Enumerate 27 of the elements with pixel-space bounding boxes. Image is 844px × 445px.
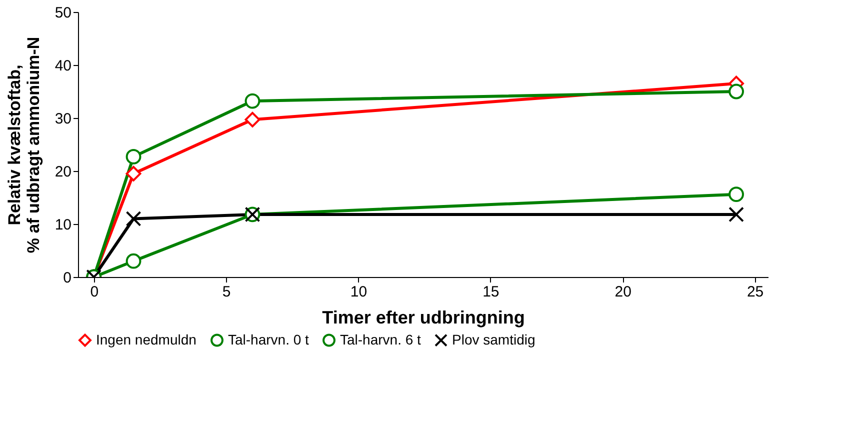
y-tick-label: 10 xyxy=(54,216,72,234)
x-tick-label: 20 xyxy=(614,284,632,300)
x-tick-label: 10 xyxy=(350,284,368,300)
point xyxy=(126,253,142,269)
point xyxy=(728,206,744,222)
x-axis-title: Timer efter udbringning xyxy=(322,308,525,328)
legend-label: Tal-harvn. 0 t xyxy=(228,331,310,348)
x-tick-label: 5 xyxy=(222,284,231,300)
point xyxy=(126,210,142,226)
y-tick-label: 50 xyxy=(54,4,72,22)
x-tick-label: 15 xyxy=(482,284,500,300)
point xyxy=(728,186,744,202)
legend-label: Tal-harvn. 6 t xyxy=(340,331,422,348)
y-tick-label: 40 xyxy=(54,58,72,74)
y-axis-title: Relativ kvælstoftab, % af udbragt ammonium-N xyxy=(4,36,43,254)
y-tick-label: 0 xyxy=(63,270,72,286)
point xyxy=(244,93,260,109)
point xyxy=(126,148,142,164)
x-tick-label: 25 xyxy=(746,284,764,300)
x-tick-label: 0 xyxy=(90,284,99,300)
y-tick-label: 30 xyxy=(54,110,72,128)
point xyxy=(244,112,260,128)
legend-label: Ingen nedmuldn xyxy=(96,331,196,348)
point xyxy=(126,166,142,182)
legend-label: Plov samtidig xyxy=(452,331,536,348)
y-tick-label: 20 xyxy=(54,164,72,180)
point xyxy=(728,84,744,100)
